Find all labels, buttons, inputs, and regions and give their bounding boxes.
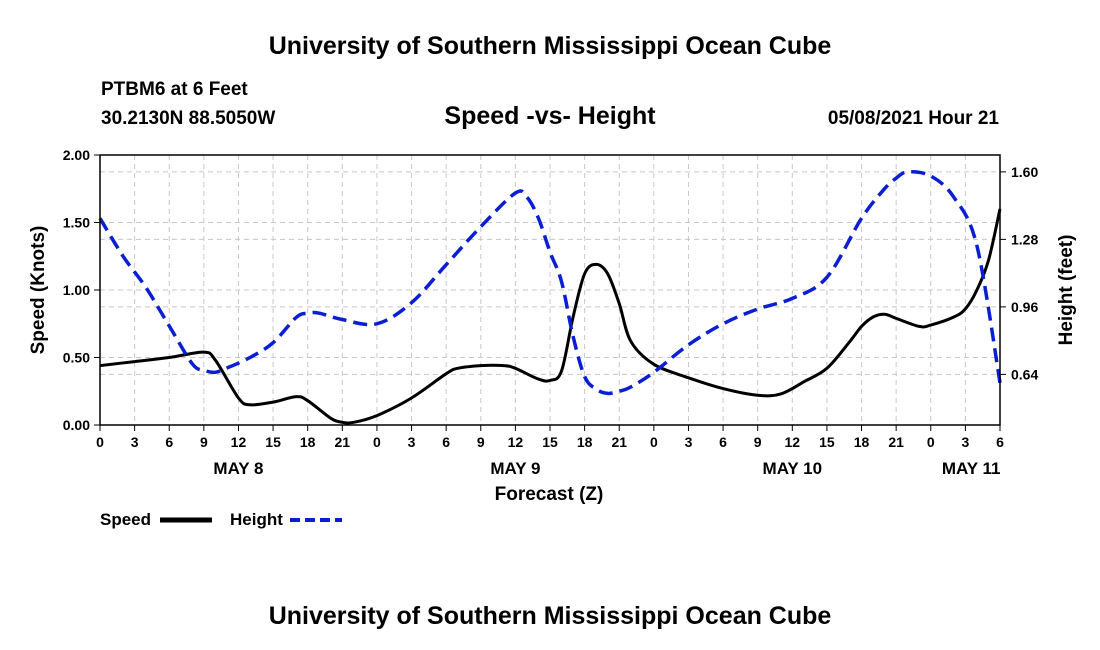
x-axis-title: Forecast (Z) bbox=[495, 484, 604, 505]
x-tick-label: 21 bbox=[888, 434, 904, 450]
x-tick-label: 12 bbox=[785, 434, 801, 450]
day-label: MAY 11 bbox=[942, 459, 1001, 478]
y-left-tick-label: 0.50 bbox=[63, 350, 90, 366]
y-right-tick-label: 0.96 bbox=[1011, 299, 1038, 315]
y-right-tick-label: 1.60 bbox=[1011, 164, 1038, 180]
series-layer bbox=[98, 170, 1002, 425]
y-left-tick-label: 0.00 bbox=[63, 417, 90, 433]
x-tick-label: 0 bbox=[373, 434, 381, 450]
y-left-tick-label: 2.00 bbox=[63, 147, 90, 163]
x-tick-label: 3 bbox=[685, 434, 693, 450]
forecast-datetime: 05/08/2021 Hour 21 bbox=[828, 108, 1000, 129]
y-left-tick-label: 1.50 bbox=[63, 215, 90, 231]
x-tick-label: 6 bbox=[165, 434, 173, 450]
y-right-tick-label: 1.28 bbox=[1011, 231, 1038, 247]
station-coords: 30.2130N 88.5050W bbox=[101, 108, 275, 129]
y-left-tick-label: 1.00 bbox=[63, 282, 90, 298]
x-tick-label: 9 bbox=[200, 434, 208, 450]
x-tick-label: 0 bbox=[927, 434, 935, 450]
x-tick-label: 18 bbox=[577, 434, 593, 450]
x-tick-label: 12 bbox=[231, 434, 247, 450]
x-tick-label: 9 bbox=[754, 434, 762, 450]
speed-series-line bbox=[99, 208, 1002, 425]
footer-title: University of Southern Mississippi Ocean… bbox=[269, 602, 832, 630]
x-tick-label: 6 bbox=[442, 434, 450, 450]
legend-speed-label: Speed bbox=[100, 510, 151, 529]
day-label: MAY 9 bbox=[490, 459, 540, 478]
legend: Speed Height bbox=[100, 510, 342, 529]
x-tick-label: 21 bbox=[611, 434, 627, 450]
axis-ticks: 0 3 6 9 12 15 18 21 0 3 6 9 12 15 18 21 0 3 6 9 12 15 18 21 0 3 6 M… bbox=[63, 147, 1039, 478]
grid bbox=[100, 155, 1000, 425]
x-tick-label: 21 bbox=[335, 434, 351, 450]
x-tick-label: 12 bbox=[508, 434, 524, 450]
x-tick-label: 9 bbox=[477, 434, 485, 450]
x-tick-label: 6 bbox=[996, 434, 1004, 450]
x-tick-label: 15 bbox=[819, 434, 835, 450]
legend-height-label: Height bbox=[230, 510, 283, 529]
x-tick-label: 0 bbox=[650, 434, 658, 450]
x-tick-label: 15 bbox=[265, 434, 281, 450]
x-tick-label: 3 bbox=[408, 434, 416, 450]
x-tick-label: 3 bbox=[131, 434, 139, 450]
page-title: University of Southern Mississippi Ocean… bbox=[269, 32, 832, 60]
y-axis-left-title: Speed (Knots) bbox=[28, 226, 49, 355]
y-axis-right-title: Height (feet) bbox=[1056, 235, 1077, 346]
height-series-line bbox=[98, 170, 1002, 396]
station-label: PTBM6 at 6 Feet bbox=[101, 79, 248, 100]
x-tick-label: 18 bbox=[854, 434, 870, 450]
day-label: MAY 8 bbox=[213, 459, 263, 478]
day-label: MAY 10 bbox=[763, 459, 823, 478]
y-right-tick-label: 0.64 bbox=[1011, 366, 1038, 382]
x-tick-label: 0 bbox=[96, 434, 104, 450]
x-tick-label: 3 bbox=[961, 434, 969, 450]
x-tick-label: 15 bbox=[542, 434, 558, 450]
x-tick-label: 6 bbox=[719, 434, 727, 450]
chart-title: Speed -vs- Height bbox=[444, 102, 656, 130]
x-tick-label: 18 bbox=[300, 434, 316, 450]
